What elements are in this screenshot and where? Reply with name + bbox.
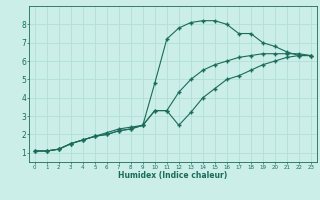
X-axis label: Humidex (Indice chaleur): Humidex (Indice chaleur) xyxy=(118,171,228,180)
